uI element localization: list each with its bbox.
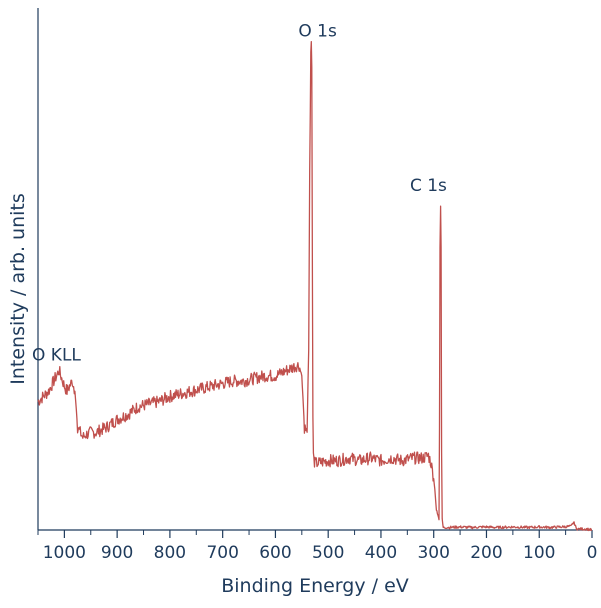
x-tick-label: 100 [523,543,555,563]
x-tick-label: 300 [417,543,449,563]
x-axis-tick-labels: 1000 900 800 700 600 500 400 300 200 100 0 [43,543,598,563]
x-tick-label: 400 [365,543,397,563]
peak-annotations: O 1s C 1s O KLL [32,22,447,366]
x-tick-label: 500 [312,543,344,563]
x-axis-title: Binding Energy / eV [221,575,409,597]
plot-frame [37,8,592,531]
x-tick-label: 1000 [43,543,86,563]
spectrum-line [37,41,593,532]
peak-label: O 1s [298,22,337,42]
x-tick-label: 900 [101,543,133,563]
peak-label: O KLL [32,345,81,365]
x-tick-label: 600 [259,543,291,563]
x-tick-label: 0 [587,543,598,563]
x-axis-ticks [37,530,593,538]
x-tick-label: 700 [206,543,238,563]
peak-label: C 1s [410,176,447,196]
x-tick-label: 800 [154,543,186,563]
x-tick-label: 200 [470,543,502,563]
y-axis-title: Intensity / arb. units [7,193,29,384]
